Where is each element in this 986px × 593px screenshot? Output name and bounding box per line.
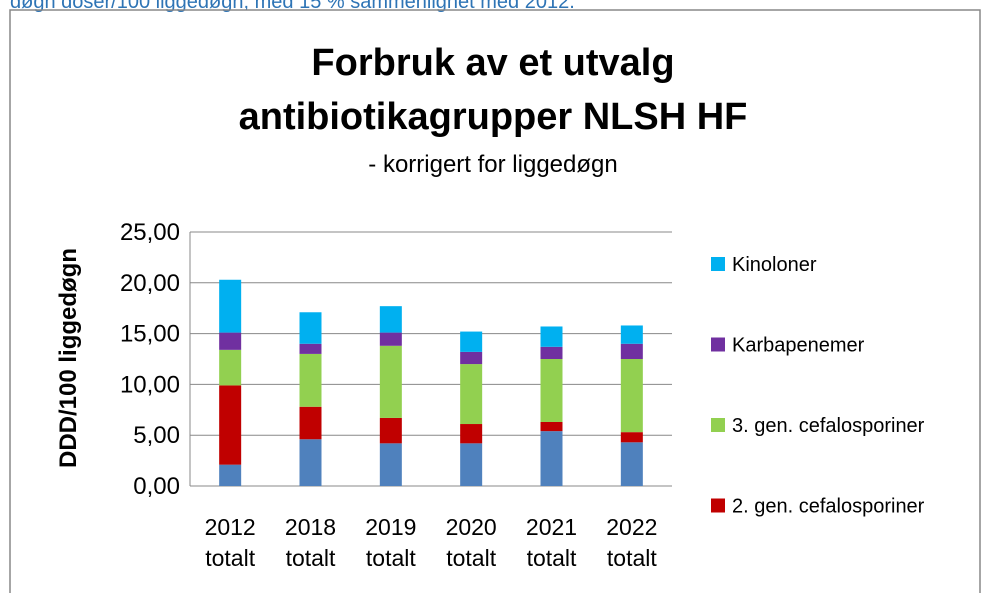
chart-title-line: antibiotikagrupper NLSH HF <box>239 96 748 138</box>
legend-swatch <box>711 418 725 432</box>
bar-segment <box>620 359 643 433</box>
bar-segment <box>219 385 242 465</box>
bar-segment <box>620 325 643 344</box>
x-tick-label: 2018 totalt <box>284 514 337 571</box>
legend-swatch <box>711 337 725 352</box>
bar-segment <box>219 464 242 486</box>
bar-segment <box>379 443 402 486</box>
y-tick-label: 20,00 <box>120 270 180 297</box>
x-tick-label: 2012 totalt <box>204 514 256 571</box>
bar-segment <box>460 424 483 444</box>
bar-segment <box>379 332 402 346</box>
y-tick-label: 25,00 <box>120 219 180 246</box>
bar-segment <box>620 442 643 486</box>
legend-label: 2. gen. cefalosporiner <box>732 496 925 518</box>
bar-segment <box>540 346 563 359</box>
bar-segment <box>219 332 242 350</box>
x-tick-label: 2020 totalt <box>445 514 497 571</box>
legend-swatch <box>711 498 725 513</box>
chart-subtitle: - korrigert for liggedøgn <box>368 151 617 178</box>
bar-segment <box>620 432 643 443</box>
bar-segment <box>540 359 563 422</box>
bar-segment <box>620 343 643 359</box>
bar-segment <box>379 306 402 333</box>
chart-border <box>9 9 981 593</box>
y-tick-label: 0,00 <box>133 473 180 500</box>
bar-segment <box>540 326 563 347</box>
y-tick-label: 15,00 <box>120 321 180 348</box>
bar-segment <box>219 279 242 333</box>
legend-swatch <box>711 257 725 271</box>
bar-segment <box>299 312 322 344</box>
bar-segment <box>299 353 322 407</box>
bar-segment <box>299 343 322 354</box>
bar-segment <box>540 421 563 432</box>
y-axis-label: DDD/100 liggedøgn <box>55 248 82 468</box>
x-tick-label: 2022 totalt <box>606 514 658 571</box>
y-tick-label: 5,00 <box>133 422 180 449</box>
x-tick-label: 2021 totalt <box>525 514 578 571</box>
bar-segment <box>299 439 322 486</box>
y-tick-label: 10,00 <box>120 371 180 398</box>
document-text: døgn doser/100 liggedøgn, med 15 % samme… <box>10 0 575 13</box>
bar-segment <box>460 351 483 365</box>
legend-label: Karbapenemer <box>732 335 865 357</box>
bar-segment <box>460 331 483 352</box>
legend-label: Kinoloner <box>732 254 817 276</box>
legend-label: 3. gen. cefalosporiner <box>732 415 925 437</box>
chart-title-line: Forbruk av et utvalg <box>311 42 674 84</box>
bar-segment <box>299 406 322 440</box>
bar-segment <box>460 364 483 425</box>
bar-segment <box>379 417 402 444</box>
bar-segment <box>540 431 563 486</box>
bar-segment <box>460 443 483 486</box>
bar-segment <box>379 345 402 418</box>
bar-segment <box>219 349 242 386</box>
x-tick-label: 2019 totalt <box>365 514 417 571</box>
